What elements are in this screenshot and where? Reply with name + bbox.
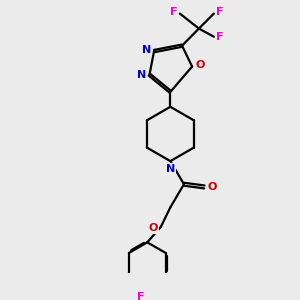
Text: F: F — [216, 7, 224, 17]
Text: N: N — [137, 70, 146, 80]
Text: O: O — [148, 223, 158, 233]
Text: F: F — [216, 32, 224, 42]
Text: F: F — [137, 292, 144, 300]
Text: O: O — [195, 60, 204, 70]
Text: N: N — [142, 45, 151, 55]
Text: F: F — [170, 7, 178, 17]
Text: O: O — [207, 182, 217, 192]
Text: N: N — [166, 164, 175, 174]
